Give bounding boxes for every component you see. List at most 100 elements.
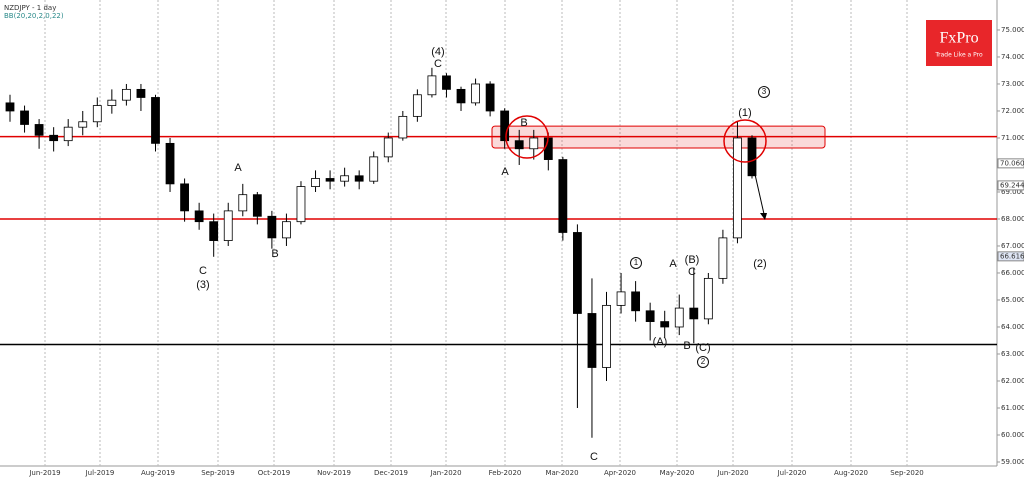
wave-label: B (271, 248, 278, 260)
candles (5, 67, 757, 438)
grid: 59.000 60.000 61.000 62.000 63.000 64.000 65.0… (28, 0, 1024, 477)
candle-body (529, 137, 539, 150)
arrow-head (760, 213, 767, 220)
candle-body (573, 232, 582, 314)
y-tick-label: 69.000 (1001, 188, 1024, 196)
wave-label: (4) (431, 46, 444, 58)
candle-body (136, 88, 146, 98)
x-tick-label: Feb-2020 (489, 469, 522, 477)
logo: FxPro (939, 30, 978, 47)
price-tag-label: 66.616 (1000, 252, 1024, 260)
candle-body (631, 291, 641, 312)
candle-body (485, 83, 495, 112)
candle-body (427, 75, 437, 96)
wave-circle (758, 86, 770, 98)
wave-label: C (590, 451, 598, 463)
indicator-label: BB(20,20,2,0,22) (4, 12, 64, 20)
candle-body (107, 99, 117, 106)
candle-body (383, 137, 393, 158)
price-tag (997, 180, 1024, 191)
candle-body (63, 126, 73, 142)
candle-body (209, 221, 219, 241)
wave-label: B (520, 117, 527, 129)
candle-body (442, 75, 451, 90)
candle-body (718, 237, 728, 279)
wave-label: (A) (653, 336, 668, 348)
x-tick-label: Jul-2019 (85, 469, 115, 477)
candle-body (602, 304, 611, 368)
candle-body (689, 307, 699, 320)
wave-circle (630, 257, 642, 269)
candle-body (180, 183, 189, 212)
candle-body (325, 178, 335, 182)
arrow (753, 169, 765, 215)
price-tag (997, 158, 1024, 169)
candle-body (354, 175, 364, 182)
candle-body (412, 94, 422, 117)
y-tick-label: 74.000 (1001, 53, 1024, 61)
x-tick-label: Sep-2019 (201, 469, 235, 477)
candle-body (194, 210, 204, 223)
candle-body (703, 277, 713, 320)
highlight-circle (723, 119, 767, 163)
candle-body (311, 178, 320, 187)
y-tick-label: 67.000 (1001, 242, 1024, 250)
x-tick-label: May-2020 (660, 469, 695, 477)
candle-body (34, 124, 44, 136)
highlight-circle (505, 115, 549, 159)
annotations: (4)CAC(3)BBA(1)31 A (B)C(A) B (C)2(2)C (196, 46, 770, 463)
candle-body (267, 215, 277, 239)
y-tick-label: 65.000 (1001, 296, 1024, 304)
candle-body (20, 110, 29, 125)
y-tick-label: 62.000 (1001, 377, 1024, 385)
candle-body (500, 110, 510, 142)
candle-body (674, 307, 684, 328)
candle-body (514, 140, 524, 150)
x-tick-label: Apr-2020 (604, 469, 636, 477)
y-tick-label: 66.000 (1001, 269, 1024, 277)
candle-body (456, 88, 466, 104)
x-tick-label: Jan-2020 (429, 469, 461, 477)
candle-body (223, 210, 233, 241)
wave-label: (B) (685, 254, 700, 266)
wave-label: 1 (634, 258, 639, 267)
wave-label: B (683, 340, 690, 352)
candle-body (733, 137, 742, 239)
candle-body (369, 156, 379, 182)
wave-label: (2) (753, 258, 766, 270)
y-tick-label: 63.000 (1001, 350, 1024, 358)
candle-body (282, 221, 291, 239)
candle-body (165, 142, 175, 185)
x-tick-label: Aug-2019 (141, 469, 175, 477)
x-tick-label: Oct-2019 (258, 469, 290, 477)
candle-body (151, 97, 160, 144)
wave-label: A (501, 166, 509, 178)
candle-body (121, 88, 131, 101)
wave-label: C (434, 58, 442, 70)
wave-circle (697, 356, 709, 368)
y-tick-label: 60.000 (1001, 431, 1024, 439)
wave-label: (1) (738, 107, 751, 119)
wave-label: 2 (701, 357, 706, 366)
x-tick-label: Mar-2020 (545, 469, 578, 477)
candle-body (49, 134, 59, 142)
chart-title: NZDJPY - 1 day (4, 4, 56, 12)
candle-body (616, 291, 626, 306)
candle-body (398, 115, 408, 139)
y-tick-label: 59.000 (1001, 458, 1024, 466)
wave-label: A (669, 258, 677, 270)
x-tick-label: Jun-2020 (716, 469, 748, 477)
candle-body (340, 175, 350, 182)
y-tick-label: 72.000 (1001, 107, 1024, 115)
wave-label: (3) (196, 279, 209, 291)
candle-body (78, 121, 88, 128)
wave-label: (C) (695, 342, 710, 354)
price-tag-label: 70.060 (1000, 159, 1024, 167)
logo-tagline: Trade Like a Pro (934, 52, 983, 59)
candle-body (238, 194, 248, 212)
wave-label: A (234, 162, 242, 174)
candle-body (660, 321, 670, 328)
